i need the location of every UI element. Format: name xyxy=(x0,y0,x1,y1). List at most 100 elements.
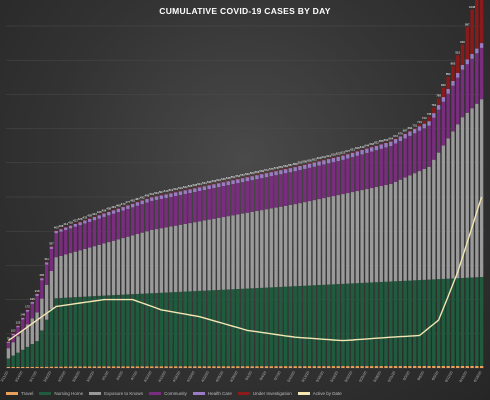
bar-segment xyxy=(102,295,106,367)
bar-segment xyxy=(288,168,293,173)
data-label: 635 xyxy=(355,146,360,150)
legend-item: Travel xyxy=(6,391,33,396)
bar-segment xyxy=(78,250,82,297)
bar-segment xyxy=(107,366,111,368)
bar-segment xyxy=(336,156,340,161)
data-label: 525 xyxy=(188,184,193,188)
x-tick-label: 4/28/20 xyxy=(229,371,238,383)
bar-segment xyxy=(274,207,278,288)
bar-segment xyxy=(427,365,431,368)
bar-segment xyxy=(174,192,178,196)
bar-segment xyxy=(446,365,450,368)
bar-segment xyxy=(16,325,20,328)
legend-swatch xyxy=(297,391,310,395)
bar-segment xyxy=(460,69,465,118)
legend-label: Under Investigation xyxy=(252,390,292,396)
data-label: 883 xyxy=(451,61,456,65)
bar-segment xyxy=(183,291,187,367)
bar-segment xyxy=(350,283,355,367)
bar-segment xyxy=(312,166,316,201)
bar-segment xyxy=(78,225,82,251)
data-label: 1048 xyxy=(469,5,476,9)
bar-segment xyxy=(59,297,63,367)
bar-segment xyxy=(126,208,130,237)
bar-segment xyxy=(240,182,245,214)
bar-segment xyxy=(183,190,187,194)
bar-segment xyxy=(116,208,121,213)
bar-segment xyxy=(279,169,283,171)
bar-segment xyxy=(49,245,54,247)
bar-segment xyxy=(436,152,441,280)
bar-segment xyxy=(456,124,460,279)
data-label: 444 xyxy=(92,212,97,216)
bar-segment xyxy=(245,181,250,213)
bar-segment xyxy=(269,171,273,173)
bar-segment xyxy=(121,206,125,208)
bar-segment xyxy=(164,194,168,198)
bar-segment xyxy=(154,293,159,367)
bar-segment xyxy=(145,293,149,367)
data-label: 566 xyxy=(255,170,260,174)
bar-segment xyxy=(298,203,302,286)
data-label: 852 xyxy=(446,72,451,76)
bar-segment xyxy=(269,176,273,209)
bar-segment xyxy=(384,142,388,143)
bar-segment xyxy=(92,220,97,247)
bar-segment xyxy=(44,264,49,285)
bar-segment xyxy=(35,366,39,368)
data-label: 513 xyxy=(169,188,174,192)
bar-segment xyxy=(154,229,159,294)
bar-segment xyxy=(317,161,321,166)
bar-segment xyxy=(322,159,326,161)
bar-segment xyxy=(279,286,283,367)
bar-segment xyxy=(446,76,450,90)
bar-segment xyxy=(346,283,350,367)
bar-segment xyxy=(369,282,374,367)
legend-swatch xyxy=(149,391,162,395)
bar-segment xyxy=(312,162,316,167)
bar-segment xyxy=(379,143,383,145)
bar-segment xyxy=(408,280,412,367)
bar-segment xyxy=(231,289,235,367)
bar-segment xyxy=(240,213,245,289)
bar-segment xyxy=(226,289,230,367)
bar-segment xyxy=(97,295,101,367)
bar-segment xyxy=(68,253,73,298)
bar-segment xyxy=(350,366,355,368)
bar-segment xyxy=(408,175,412,281)
bar-segment xyxy=(322,164,326,199)
data-label: 627 xyxy=(345,149,350,153)
bar-segment xyxy=(87,296,92,367)
bar-segment xyxy=(283,205,288,287)
bar-segment xyxy=(260,287,264,367)
bar-segment xyxy=(178,190,183,192)
bar-segment xyxy=(475,48,479,54)
bar-segment xyxy=(135,293,140,367)
data-label: 149 xyxy=(20,313,25,317)
x-tick-label: 3/11/20 xyxy=(0,371,9,383)
bar-segment xyxy=(102,212,106,214)
bar-segment xyxy=(283,286,288,367)
legend-label: Nursing Home xyxy=(54,390,84,396)
bar-segment xyxy=(384,185,388,282)
bar-segment xyxy=(221,289,226,367)
bar-segment xyxy=(221,182,226,187)
bar-segment xyxy=(83,219,87,221)
bar-segment xyxy=(188,188,192,190)
bar-segment xyxy=(178,191,183,195)
bar-segment xyxy=(417,366,422,368)
bar-segment xyxy=(145,198,149,203)
bar-segment xyxy=(350,192,355,284)
bar-segment xyxy=(164,197,168,228)
bar-segment xyxy=(97,366,101,368)
bar-segment xyxy=(303,164,307,169)
data-label: 458 xyxy=(106,207,111,211)
bar-segment xyxy=(441,101,446,146)
bar-segment xyxy=(441,87,446,98)
bar-segment xyxy=(30,301,34,304)
bar-segment xyxy=(40,298,44,331)
bar-segment xyxy=(135,205,140,235)
bar-segment xyxy=(121,210,125,239)
bar-segment xyxy=(150,200,154,230)
bar-segment xyxy=(369,151,374,189)
